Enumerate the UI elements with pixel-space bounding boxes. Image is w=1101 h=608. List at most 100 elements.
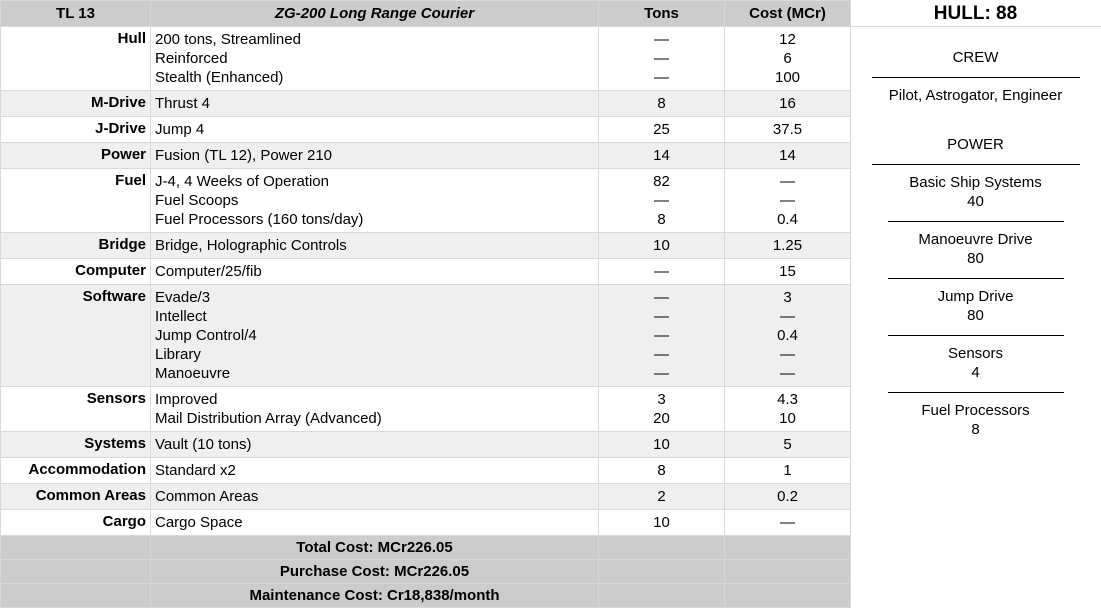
- item-cell: Standard x2: [150, 457, 599, 484]
- table-row: Common Areas Common Areas 2 0.2: [0, 483, 851, 510]
- item-cell: Cargo Space: [150, 509, 599, 536]
- tons-cell-line: 2: [657, 488, 666, 505]
- cost-cell-line: —: [780, 514, 795, 531]
- tons-cell-line: 8: [657, 95, 666, 112]
- row-label: Cargo: [0, 509, 151, 536]
- tons-cell: 14: [598, 142, 725, 169]
- item-cell-line: Library: [155, 346, 201, 363]
- item-cell-line: Intellect: [155, 308, 207, 325]
- power-value: 80: [967, 250, 984, 267]
- tons-cell-line: —: [654, 50, 669, 67]
- row-label: Sensors: [0, 386, 151, 432]
- cost-cell-line: —: [780, 173, 795, 190]
- item-cell-line: Fusion (TL 12), Power 210: [155, 147, 333, 164]
- cost-cell: 12 6 100: [724, 26, 851, 91]
- tons-header: Tons: [598, 0, 725, 27]
- cost-cell: 1: [724, 457, 851, 484]
- tons-cell: 10: [598, 232, 725, 259]
- divider: [871, 164, 1080, 165]
- tons-cell-line: —: [654, 289, 669, 306]
- tons-cell-line: 25: [653, 121, 670, 138]
- cost-cell: 15: [724, 258, 851, 285]
- power-name: Basic Ship Systems: [909, 174, 1042, 191]
- tons-cell: 25: [598, 116, 725, 143]
- power-name: Fuel Processors: [921, 402, 1030, 419]
- cost-cell-line: 16: [779, 95, 796, 112]
- power-item: Sensors 4: [850, 336, 1101, 393]
- table-row: Accommodation Standard x2 8 1: [0, 457, 851, 484]
- crew-list: Pilot, Astrogator, Engineer: [888, 87, 1063, 104]
- table-row: M-Drive Thrust 4 8 16: [0, 90, 851, 117]
- row-label: Systems: [0, 431, 151, 458]
- item-cell-line: Jump 4: [155, 121, 205, 138]
- table-row: Software Evade/3 Intellect Jump Control/4 Li…: [0, 284, 851, 387]
- item-cell-line: Fuel Processors (160 tons/day): [155, 211, 364, 228]
- tons-cell: 10: [598, 509, 725, 536]
- item-cell: Fusion (TL 12), Power 210: [150, 142, 599, 169]
- row-label: Accommodation: [0, 457, 151, 484]
- item-cell: Vault (10 tons): [150, 431, 599, 458]
- cost-cell-line: 5: [783, 436, 792, 453]
- cost-cell-line: —: [780, 192, 795, 209]
- cost-cell-line: 100: [774, 69, 801, 86]
- cost-cell-line: 14: [779, 147, 796, 164]
- table-row: Hull 200 tons, Streamlined Reinforced Steal…: [0, 26, 851, 91]
- cost-cell-line: 1: [783, 462, 792, 479]
- tons-cell-line: —: [654, 69, 669, 86]
- table-row: Power Fusion (TL 12), Power 210 14 14: [0, 142, 851, 169]
- ship-name: ZG-200 Long Range Courier: [150, 0, 599, 27]
- item-cell: J-4, 4 Weeks of Operation Fuel Scoops Fuel…: [150, 168, 599, 233]
- tons-cell-line: —: [654, 327, 669, 344]
- cost-cell: —: [724, 509, 851, 536]
- item-cell-line: Evade/3: [155, 289, 211, 306]
- item-cell-line: 200 tons, Streamlined: [155, 31, 301, 48]
- cost-cell-line: —: [780, 346, 795, 363]
- cost-cell-line: 6: [783, 50, 792, 67]
- power-name: Manoeuvre Drive: [918, 231, 1033, 248]
- power-value: 80: [967, 307, 984, 324]
- cost-cell: 1.25: [724, 232, 851, 259]
- cost-cell: 3 — 0.4 — —: [724, 284, 851, 387]
- row-label: Fuel: [0, 168, 151, 233]
- cost-cell-line: 12: [779, 31, 796, 48]
- table-row: Computer Computer/25/fib — 15: [0, 258, 851, 285]
- item-cell: Thrust 4: [150, 90, 599, 117]
- summary-panel: HULL: 88 CREW Pilot, Astrogator, Enginee…: [850, 0, 1101, 580]
- cost-cell: 5: [724, 431, 851, 458]
- cost-cell: 0.2: [724, 483, 851, 510]
- tons-cell-line: 8: [657, 211, 666, 228]
- item-cell: Common Areas: [150, 483, 599, 510]
- item-cell-line: Common Areas: [155, 488, 259, 505]
- item-cell-line: Reinforced: [155, 50, 228, 67]
- power-item: Fuel Processors 8: [850, 393, 1101, 439]
- table-row: Bridge Bridge, Holographic Controls 10 1.25: [0, 232, 851, 259]
- tons-cell: 10: [598, 431, 725, 458]
- cost-cell: 16: [724, 90, 851, 117]
- tons-cell-line: 10: [653, 514, 670, 531]
- table-row: Sensors Improved Mail Distribution Array (…: [0, 386, 851, 432]
- tons-cell-line: 10: [653, 237, 670, 254]
- item-cell-line: J-4, 4 Weeks of Operation: [155, 173, 329, 190]
- item-cell-line: Standard x2: [155, 462, 236, 479]
- tons-cell: 2: [598, 483, 725, 510]
- cost-cell: 14: [724, 142, 851, 169]
- total-row: Total Cost: MCr226.05: [0, 535, 851, 560]
- power-name: Jump Drive: [937, 288, 1014, 305]
- cost-cell-line: 0.4: [777, 327, 798, 344]
- total-text: Maintenance Cost: Cr18,838/month: [150, 583, 599, 608]
- item-cell: Jump 4: [150, 116, 599, 143]
- divider: [887, 335, 1064, 336]
- divider: [887, 221, 1064, 222]
- cost-cell: 37.5: [724, 116, 851, 143]
- item-cell: Evade/3 Intellect Jump Control/4 Library Man…: [150, 284, 599, 387]
- cost-cell: 4.3 10: [724, 386, 851, 432]
- cost-cell-line: 3: [783, 289, 792, 306]
- item-cell-line: Mail Distribution Array (Advanced): [155, 410, 382, 427]
- item-cell-line: Jump Control/4: [155, 327, 257, 344]
- tons-cell: 8: [598, 90, 725, 117]
- tons-cell: — — — — —: [598, 284, 725, 387]
- tons-cell-line: 3: [657, 391, 666, 408]
- power-name: Sensors: [947, 345, 1004, 362]
- row-label: Bridge: [0, 232, 151, 259]
- cost-cell-line: —: [780, 308, 795, 325]
